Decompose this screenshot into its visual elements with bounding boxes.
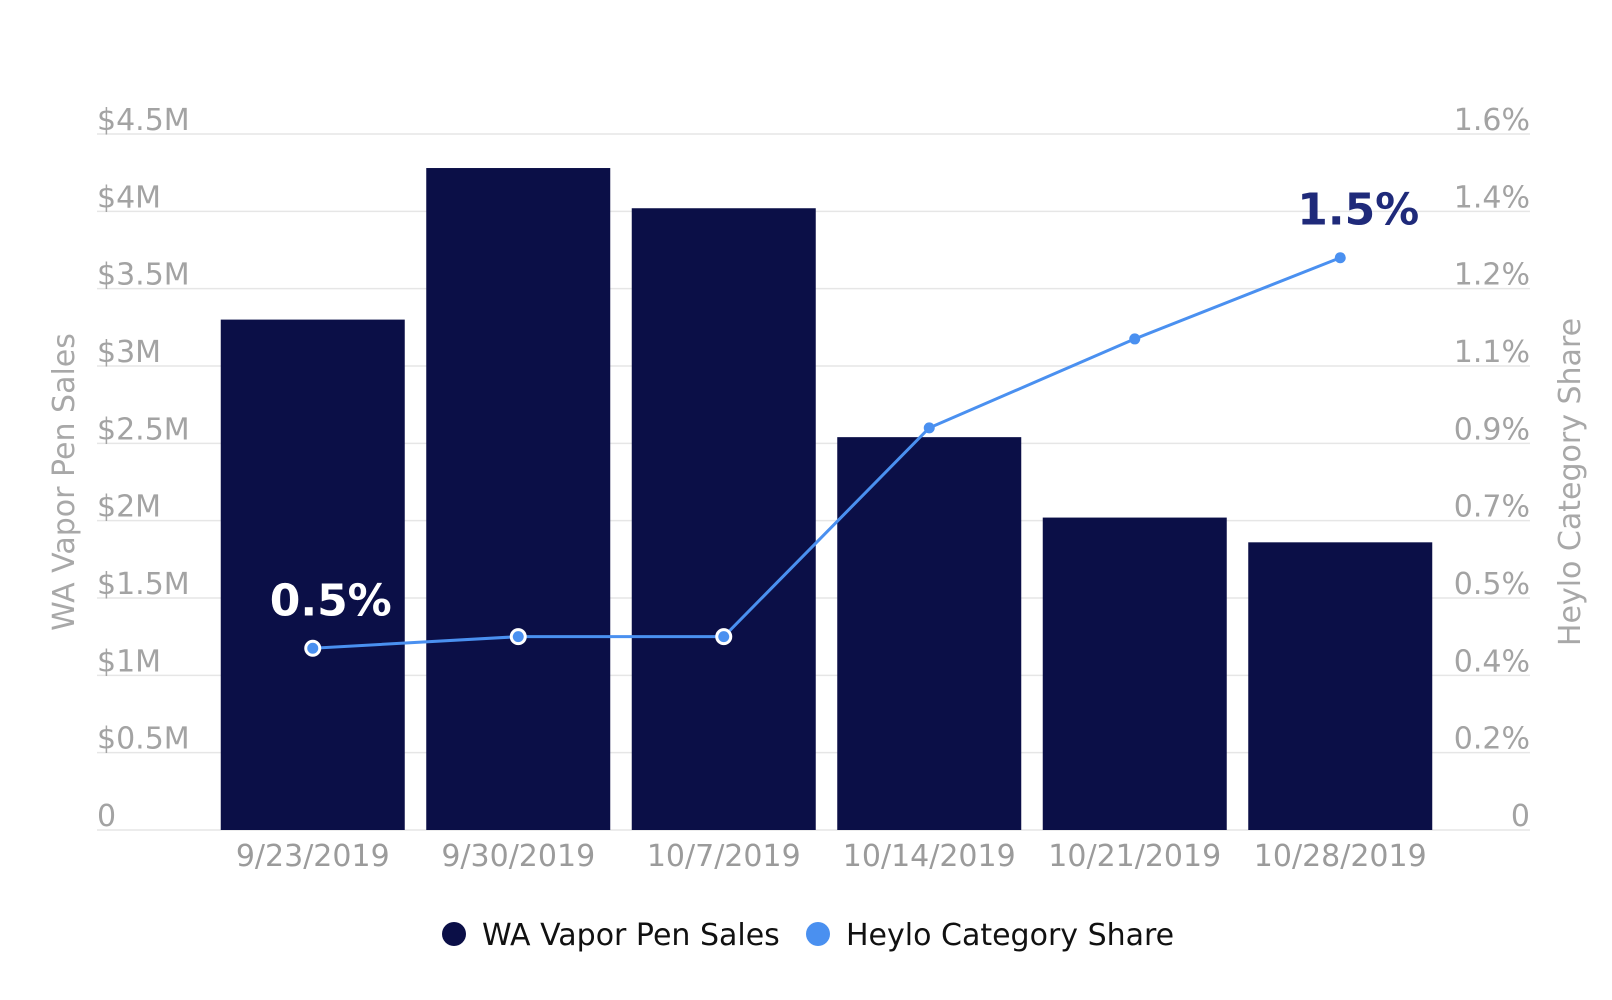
line-point	[304, 639, 322, 657]
line-point	[923, 422, 935, 434]
y-left-tick-label: $1M	[97, 644, 161, 679]
bar	[631, 208, 816, 831]
y-left-tick-label: $2M	[97, 490, 161, 525]
y-left-tick-label: $3M	[97, 335, 161, 370]
x-tick-label: 9/23/2019	[236, 839, 390, 874]
data-label: 0.5%	[270, 575, 392, 626]
y-left-tick-label: $1.5M	[97, 567, 190, 602]
y-right-tick-label: 1.4%	[1454, 180, 1530, 215]
y-left-tick-label: $4M	[97, 180, 161, 215]
line-point	[1334, 252, 1346, 264]
data-label: 1.5%	[1297, 185, 1419, 236]
x-tick-label: 10/14/2019	[843, 839, 1016, 874]
y-right-tick-label: 0	[1511, 799, 1530, 834]
y-right-tick-label: 0.5%	[1454, 567, 1530, 602]
x-tick-label: 10/28/2019	[1254, 839, 1427, 874]
y-left-tick-label: $2.5M	[97, 412, 190, 447]
y-right-tick-label: 1.6%	[1454, 103, 1530, 138]
legend-label-wa-vapor-pen-sales: WA Vapor Pen Sales	[482, 918, 780, 953]
line-series-heylo-category-share	[312, 256, 1341, 650]
y-right-axis-title: Heylo Category Share	[1553, 318, 1588, 646]
y-left-tick-label: 0	[97, 799, 116, 834]
y-right-tick-label: 1.2%	[1454, 258, 1530, 293]
bar	[220, 319, 405, 830]
line-point	[1129, 333, 1141, 345]
y-right-tick-label: 0.4%	[1454, 644, 1530, 679]
y-right-tick-label: 1.1%	[1454, 335, 1530, 370]
line-point	[715, 628, 733, 646]
legend-swatch-wa-vapor-pen-sales[interactable]	[442, 922, 466, 946]
y-left-tick-label: $0.5M	[97, 722, 190, 757]
x-tick-label: 10/7/2019	[647, 839, 801, 874]
y-right-tick-label: 0.7%	[1454, 490, 1530, 525]
y-right-tick-label: 0.9%	[1454, 412, 1530, 447]
y-right-tick-label: 0.2%	[1454, 722, 1530, 757]
y-left-tick-label: $3.5M	[97, 258, 190, 293]
y-left-axis-title: WA Vapor Pen Sales	[47, 333, 82, 631]
line-point	[509, 628, 527, 646]
bar	[837, 437, 1022, 830]
x-tick-label: 9/30/2019	[441, 839, 595, 874]
bar	[1248, 542, 1433, 830]
y-left-tick-label: $4.5M	[97, 103, 190, 138]
legend-label-heylo-category-share: Heylo Category Share	[846, 918, 1174, 953]
bar	[426, 168, 611, 830]
x-tick-label: 10/21/2019	[1048, 839, 1221, 874]
legend-swatch-heylo-category-share[interactable]	[806, 922, 830, 946]
bar	[1042, 517, 1227, 830]
